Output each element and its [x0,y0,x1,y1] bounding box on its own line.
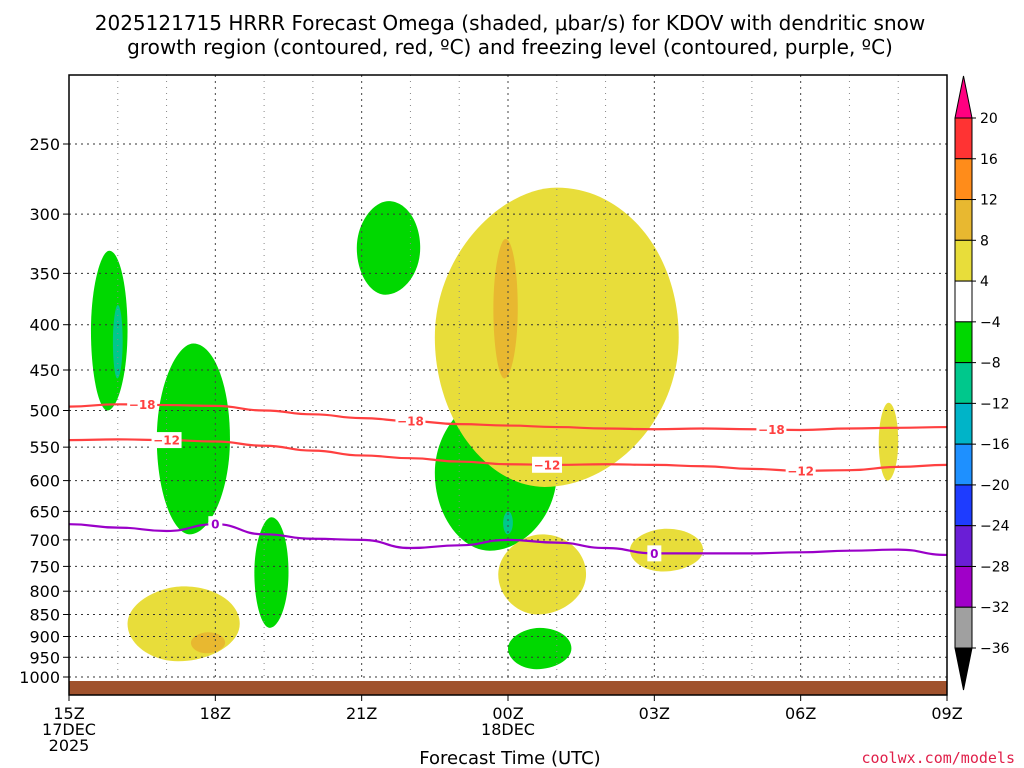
colorbar-bottom-arrow [954,647,973,691]
contour-label-freezing-0: 0 [211,518,219,532]
colorbar-swatch-8 [954,443,973,486]
x-tick-label-0-0: 15Z [53,704,84,723]
omega-region-2 [156,343,230,535]
colorbar-label-10: −24 [980,519,1010,535]
colorbar-swatch-11 [954,565,973,608]
y-tick-label-950: 950 [29,648,60,667]
x-tick-label-0-1: 17DEC [42,720,96,739]
y-tick-label-650: 650 [29,502,60,521]
colorbar-label-4: 4 [980,274,989,290]
colorbar-swatch-7 [954,402,973,445]
colorbar-swatch-5 [954,321,973,364]
omega-region-14 [878,402,899,481]
y-tick-label-300: 300 [29,205,60,224]
y-tick-label-600: 600 [29,472,60,491]
y-tick-label-800: 800 [29,582,60,601]
contour-label-bg [532,456,563,473]
omega-region-4 [356,201,421,295]
colorbar-label-2: 12 [980,193,998,209]
contour-label-minus18-2: −18 [758,423,785,437]
x-tick-label-6-0: 21Z [346,704,377,723]
colorbar-label-8: −16 [980,437,1010,453]
credit-link[interactable]: coolwx.com/models [861,749,1015,767]
colorbar-swatch-9 [954,484,973,527]
contour-label-minus18-1: −18 [397,415,424,429]
x-tick-label-12-0: 03Z [639,704,670,723]
omega-region-1 [112,304,123,379]
colorbar-label-0: 20 [980,111,998,127]
y-tick-label-450: 450 [29,361,60,380]
contour-label-minus18-0: −18 [129,398,156,412]
colorbar-label-13: −36 [980,641,1010,657]
omega-region-11 [190,632,226,654]
colorbar-label-7: −12 [980,396,1010,412]
colorbar-swatch-12 [954,606,973,649]
y-tick-label-550: 550 [29,438,60,457]
omega-region-3 [254,517,289,628]
x-tick-label-18-0: 09Z [931,704,962,723]
contour-label-bg [151,432,182,449]
x-axis-title: Forecast Time (UTC) [419,748,600,768]
contour-label-bg [208,516,223,533]
colorbar-swatch-2 [954,199,973,241]
chart-title-line-1: 2025121715 HRRR Forecast Omega (shaded, … [95,11,925,35]
omega-region-9 [493,238,518,379]
colorbar-swatch-6 [954,362,973,404]
contour-label-minus12-0: −12 [153,434,180,448]
colorbar-label-9: −20 [980,478,1010,494]
contour-line-minus18 [69,403,947,432]
omega-region-7 [508,627,572,670]
contour-label-bg [395,413,426,430]
colorbar-swatch-1 [954,158,973,201]
chart-title-line-2: growth region (contoured, red, ºC) and f… [127,35,893,59]
x-tick-label-9-1: 18DEC [481,720,535,739]
contour-label-minus12-1: −12 [534,458,561,472]
ground-band [69,681,947,695]
colorbar-label-12: −32 [980,600,1010,616]
y-tick-label-700: 700 [29,531,60,550]
colorbar-swatch-0 [954,117,973,160]
omega-region-6 [503,511,513,535]
colorbar-top-arrow [954,75,973,119]
y-axis: 250 300 350 400 450 500 550 600 650 700 750 800 850 9… [19,135,69,687]
y-tick-label-350: 350 [29,264,60,283]
colorbar-swatch-4 [954,280,973,323]
y-tick-label-900: 900 [29,627,60,646]
y-tick-label-750: 750 [29,557,60,576]
x-tick-label-0-2: 2025 [49,736,90,755]
colorbar-swatch-3 [954,239,973,282]
contour-label-bg [127,396,158,413]
omega-region-12 [498,534,587,615]
x-tick-label-9-0: 00Z [492,704,523,723]
contour-layer: −18 −18 −18 −12 −12 −12 0 0 [69,396,947,562]
colorbar-label-5: −4 [980,315,1001,331]
contour-label-freezing-1: 0 [650,547,658,561]
contour-label-bg [647,545,662,562]
colorbar-label-1: 16 [980,152,998,168]
colorbar-swatch-10 [954,525,973,567]
y-tick-label-500: 500 [29,402,60,421]
y-tick-label-250: 250 [29,135,60,154]
colorbar-label-11: −28 [980,559,1010,575]
colorbar-label-3: 8 [980,233,989,249]
contour-label-minus12-2: −12 [787,464,814,478]
grid-layer [68,75,948,695]
colorbar-label-6: −8 [980,356,1001,372]
omega-region-8 [434,187,679,487]
x-tick-label-15-0: 06Z [785,704,816,723]
y-tick-label-1000: 1000 [19,668,60,687]
y-tick-label-850: 850 [29,606,60,625]
x-tick-label-3-0: 18Z [200,704,231,723]
contour-label-bg [785,462,816,479]
contour-label-bg [756,421,787,438]
y-tick-label-400: 400 [29,316,60,335]
colorbar: 20 16 12 8 4 −4 −8 −12 −16 −20 −24 −28 −32 −36 [954,75,1010,691]
